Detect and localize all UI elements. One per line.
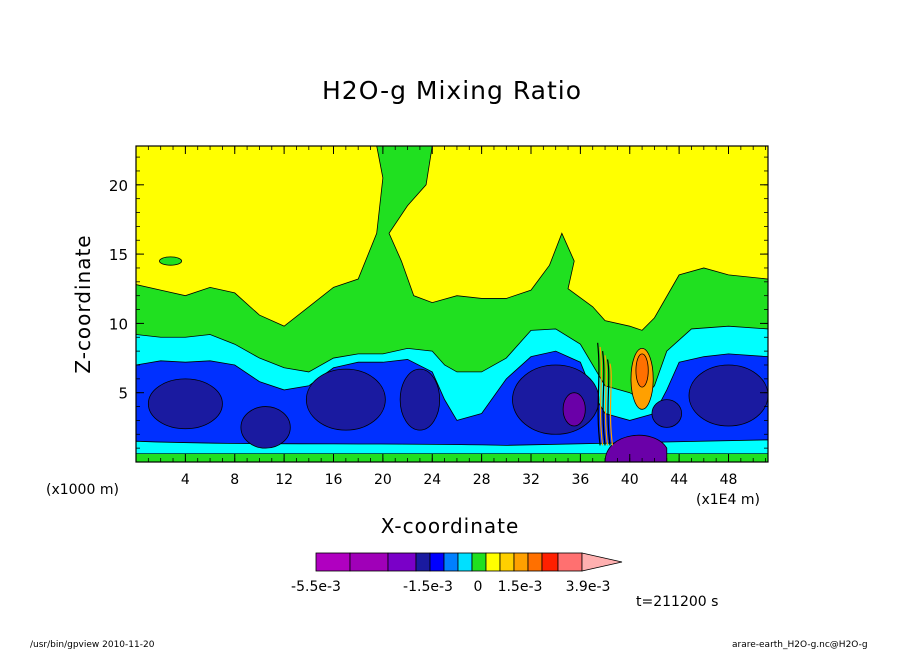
contour-strand-5 bbox=[606, 359, 611, 446]
contour-strand-6 bbox=[609, 363, 614, 446]
y-tick-label: 15 bbox=[109, 246, 128, 264]
colorbar-arrow bbox=[581, 552, 623, 572]
x-tick-label: 36 bbox=[571, 472, 589, 488]
core-blob-7 bbox=[651, 399, 682, 428]
y-tick-label: 20 bbox=[109, 177, 128, 195]
contour-strand-4 bbox=[604, 355, 609, 446]
colorbar: -5.5e-3 -1.5e-3 0 1.5e-3 3.9e-3 bbox=[291, 552, 623, 595]
colorbar-label: 0 bbox=[474, 579, 483, 595]
colorbar-segment bbox=[541, 552, 559, 572]
colorbar-segment bbox=[457, 552, 473, 572]
time-label: t=211200 s bbox=[636, 594, 719, 610]
colorbar-segment bbox=[485, 552, 501, 572]
x-tick-label: 24 bbox=[423, 472, 441, 488]
x-unit-label: (x1000 m) bbox=[46, 482, 119, 498]
x-tick-label: 44 bbox=[670, 472, 688, 488]
colorbar-label: -5.5e-3 bbox=[291, 579, 341, 595]
y-axis-label: Z-coordinate bbox=[71, 234, 95, 374]
core-blob-2 bbox=[240, 406, 291, 449]
region-deep-surface bbox=[604, 434, 668, 462]
y-tick-label: 10 bbox=[109, 315, 128, 333]
x-tick-label: 20 bbox=[374, 472, 392, 488]
colorbar-segment bbox=[557, 552, 583, 572]
x-scale-label: (x1E4 m) bbox=[696, 492, 760, 508]
plot-frame bbox=[135, 145, 769, 463]
chart-title: H2O-g Mixing Ratio bbox=[321, 76, 583, 105]
x-axis-ticks: 4 8 12 16 20 24 28 32 36 40 44 48 bbox=[147, 146, 766, 488]
colorbar-label: -1.5e-3 bbox=[403, 579, 453, 595]
x-tick-label: 40 bbox=[621, 472, 639, 488]
footer-right: arare-earth_H2O-g.nc@H2O-g bbox=[732, 640, 868, 650]
core-blob-3 bbox=[305, 368, 386, 431]
core-blob-4 bbox=[399, 368, 441, 431]
x-tick-label: 8 bbox=[230, 472, 239, 488]
core-blob-6 bbox=[688, 364, 768, 427]
colorbar-segment bbox=[527, 552, 543, 572]
colorbar-segment bbox=[387, 552, 417, 572]
colorbar-segment bbox=[429, 552, 445, 572]
y-tick-label: 5 bbox=[118, 385, 128, 403]
x-tick-label: 32 bbox=[522, 472, 540, 488]
colorbar-segment bbox=[315, 552, 351, 572]
contour-strand-3 bbox=[601, 351, 606, 446]
region-blue-lower bbox=[136, 350, 768, 462]
contour-strand-1 bbox=[597, 342, 601, 446]
x-tick-label: 4 bbox=[181, 472, 190, 488]
island-upper bbox=[159, 256, 183, 266]
plot-area bbox=[136, 146, 768, 462]
colorbar-segment bbox=[471, 552, 487, 572]
y-axis-ticks: 5 10 15 20 bbox=[109, 156, 768, 449]
x-axis-label: X-coordinate bbox=[380, 514, 520, 538]
contour-strand-2 bbox=[599, 346, 604, 446]
colorbar-segment bbox=[513, 552, 529, 572]
colorbar-segment bbox=[499, 552, 515, 572]
x-tick-label: 16 bbox=[325, 472, 343, 488]
region-surface-green bbox=[136, 453, 768, 462]
footer-left: /usr/bin/gpview 2010-11-20 bbox=[30, 640, 155, 650]
warm-plume-core bbox=[635, 353, 649, 388]
colorbar-segment bbox=[415, 552, 431, 572]
colorbar-segment bbox=[443, 552, 459, 572]
deep-blob bbox=[562, 392, 586, 427]
x-tick-label: 28 bbox=[473, 472, 491, 488]
colorbar-label: 3.9e-3 bbox=[566, 579, 611, 595]
core-blob-5 bbox=[512, 364, 600, 435]
colorbar-segment bbox=[349, 552, 389, 572]
core-blob-1 bbox=[147, 378, 223, 430]
colorbar-label: 1.5e-3 bbox=[498, 579, 543, 595]
x-tick-label: 48 bbox=[720, 472, 738, 488]
x-tick-label: 12 bbox=[275, 472, 293, 488]
